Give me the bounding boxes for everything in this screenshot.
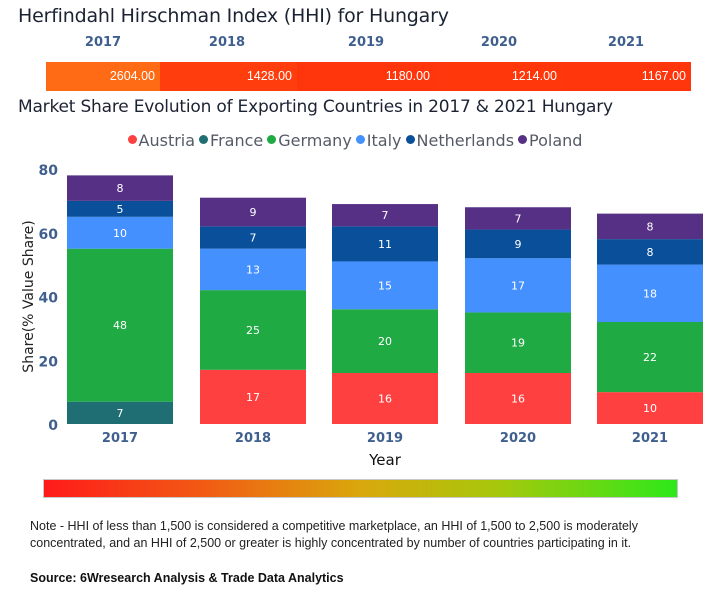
data-label: 9	[515, 238, 522, 251]
bar-segment-italy[interactable]	[67, 216, 173, 249]
hhi-year: 2020	[480, 35, 518, 50]
legend-dot-icon	[127, 135, 137, 144]
hhi-year: 2017	[84, 35, 122, 50]
footer-source: Source: 6Wresearch Analysis & Trade Data…	[30, 571, 344, 585]
x-tick-label: 2019	[367, 431, 403, 446]
bar-segment-austria[interactable]	[597, 392, 703, 424]
bar-segment-germany[interactable]	[200, 290, 306, 370]
y-tick-label: 40	[39, 291, 59, 307]
data-label: 13	[246, 263, 260, 276]
data-label: 8	[647, 220, 654, 233]
hhi-year: 2018	[208, 35, 246, 50]
data-label: 11	[378, 238, 392, 251]
bar-segment-poland[interactable]	[332, 204, 438, 227]
bar-segment-poland[interactable]	[67, 175, 173, 201]
x-tick-label: 2017	[102, 431, 138, 446]
data-label: 5	[117, 203, 124, 216]
data-label: 22	[643, 351, 657, 364]
hhi-value-cell: 1214.00	[435, 62, 562, 91]
legend-item-france[interactable]: France	[199, 131, 263, 150]
legend-dot-icon	[518, 135, 528, 144]
bar-segment-germany[interactable]	[597, 322, 703, 393]
legend-dot-icon	[199, 135, 209, 144]
data-label: 17	[246, 391, 260, 404]
data-label: 17	[511, 279, 525, 292]
bar-segment-italy[interactable]	[465, 258, 571, 313]
data-label: 7	[515, 212, 522, 225]
legend-label: France	[210, 131, 264, 150]
bar-segment-germany[interactable]	[465, 312, 571, 373]
data-label: 10	[643, 402, 657, 415]
data-label: 8	[647, 246, 654, 259]
legend-item-netherlands[interactable]: Netherlands	[405, 131, 515, 150]
legend-label: Poland	[529, 131, 583, 150]
bar-segment-austria[interactable]	[465, 373, 571, 424]
data-label: 20	[378, 335, 392, 348]
data-label: 15	[378, 279, 392, 292]
data-label: 18	[643, 287, 657, 300]
hhi-value-cell: 2604.00	[46, 62, 160, 91]
y-tick-label: 60	[39, 227, 59, 243]
data-label: 7	[250, 232, 257, 245]
data-label: 7	[117, 407, 124, 420]
data-label: 48	[113, 319, 127, 332]
data-label: 25	[246, 324, 260, 337]
hhi-value-cell: 1428.00	[160, 62, 297, 91]
bar-segment-italy[interactable]	[332, 261, 438, 310]
hhi-year: 2019	[347, 35, 385, 50]
bar-segment-poland[interactable]	[200, 197, 306, 227]
hhi-color-scale	[43, 479, 678, 498]
bar-segment-netherlands[interactable]	[465, 229, 571, 259]
hhi-value-bar: 2604.00 1428.00 1180.00 1214.00 1167.00	[46, 62, 691, 91]
hhi-value-cell: 1167.00	[562, 62, 691, 91]
data-label: 9	[250, 206, 257, 219]
legend-label: Austria	[138, 131, 196, 150]
bar-segment-poland[interactable]	[597, 213, 703, 240]
legend-item-poland[interactable]: Poland	[518, 131, 582, 150]
bar-segment-poland[interactable]	[465, 207, 571, 230]
data-label: 10	[113, 227, 127, 240]
legend-label: Netherlands	[416, 131, 515, 150]
data-label: 7	[382, 209, 389, 222]
x-axis-label: Year	[368, 451, 402, 469]
legend-item-austria[interactable]: Austria	[127, 131, 196, 150]
bar-segment-netherlands[interactable]	[200, 226, 306, 249]
legend-label: Germany	[278, 131, 352, 150]
hhi-title: Herfindahl Hirschman Index (HHI) for Hun…	[18, 5, 449, 27]
hhi-value-cell: 1180.00	[297, 62, 435, 91]
bar-segment-netherlands[interactable]	[67, 200, 173, 217]
bar-segment-austria[interactable]	[332, 373, 438, 424]
bar-segment-netherlands[interactable]	[597, 239, 703, 265]
legend-dot-icon	[267, 135, 277, 144]
chart-legend: Austria France Germany Italy Netherlands Pola…	[0, 131, 710, 150]
bar-segment-italy[interactable]	[200, 248, 306, 291]
chart-title: Market Share Evolution of Exporting Coun…	[18, 97, 613, 117]
legend-item-germany[interactable]: Germany	[267, 131, 352, 150]
data-label: 16	[511, 393, 525, 406]
legend-label: Italy	[366, 131, 402, 150]
bar-segment-germany[interactable]	[332, 309, 438, 373]
footer-note: Note - HHI of less than 1,500 is conside…	[30, 519, 638, 550]
y-tick-label: 20	[39, 354, 59, 370]
y-tick-label: 0	[48, 418, 58, 434]
legend-dot-icon	[405, 135, 415, 144]
bar-segment-france[interactable]	[67, 401, 173, 424]
legend-dot-icon	[355, 135, 365, 144]
y-tick-label: 80	[39, 163, 59, 179]
x-tick-label: 2020	[500, 431, 536, 446]
hhi-year: 2021	[607, 35, 645, 50]
bar-segment-italy[interactable]	[597, 264, 703, 322]
y-axis-label: Share(% Value Share)	[21, 220, 37, 372]
bar-segment-austria[interactable]	[200, 369, 306, 424]
bar-segment-netherlands[interactable]	[332, 226, 438, 262]
x-tick-label: 2021	[632, 431, 668, 446]
data-label: 16	[378, 393, 392, 406]
bar-segment-germany[interactable]	[67, 248, 173, 402]
hhi-year-row: 2017 2018 2019 2020 2021	[0, 35, 710, 55]
x-tick-label: 2018	[235, 431, 271, 446]
legend-item-italy[interactable]: Italy	[355, 131, 402, 150]
data-label: 8	[117, 182, 124, 195]
data-label: 19	[511, 337, 525, 350]
